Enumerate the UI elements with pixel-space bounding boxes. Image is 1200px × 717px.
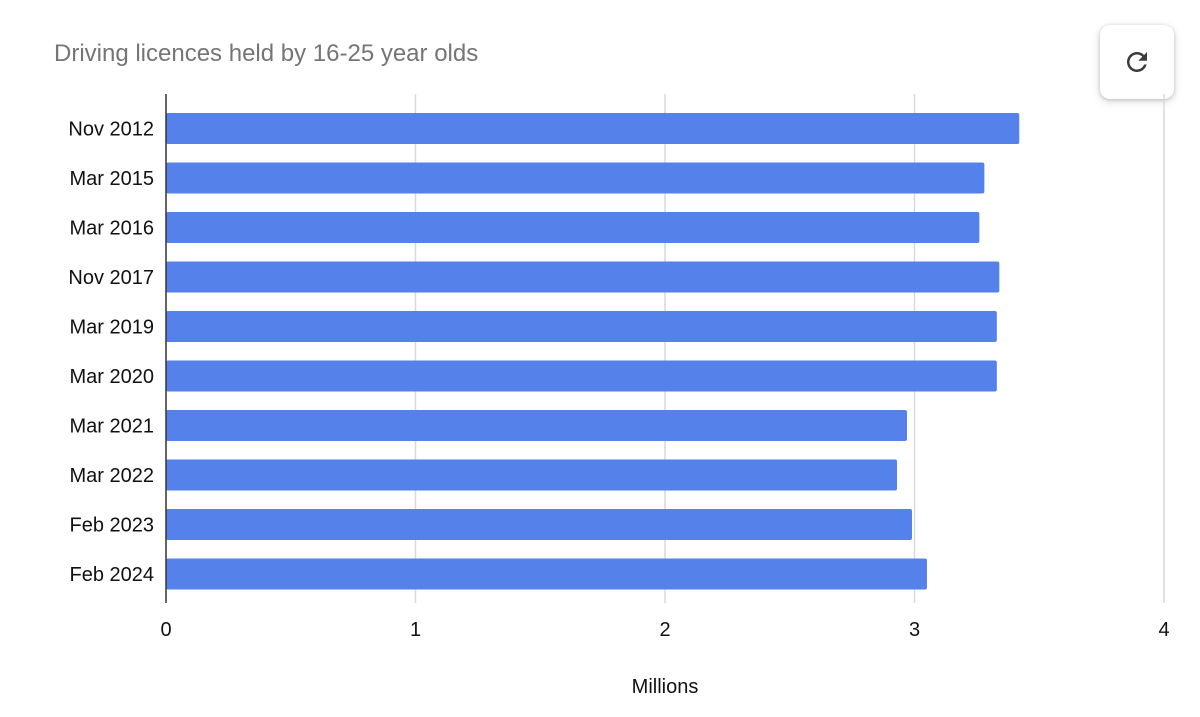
category-label: Nov 2012	[68, 119, 154, 141]
category-label: Mar 2019	[70, 317, 155, 339]
bar[interactable]	[166, 509, 913, 540]
category-label: Mar 2021	[70, 416, 155, 438]
category-label: Feb 2024	[69, 564, 154, 586]
category-label: Feb 2023	[69, 515, 154, 537]
x-tick-label: 2	[659, 619, 670, 641]
x-tick-label: 3	[909, 619, 920, 641]
x-axis-title: Millions	[632, 676, 699, 698]
bar[interactable]	[166, 360, 997, 392]
category-label: Mar 2020	[70, 366, 155, 388]
bar[interactable]	[166, 162, 985, 194]
category-label: Mar 2016	[70, 218, 155, 240]
labels: 0 1 2 3 4 Nov 2012 Mar 2015 Mar 2016 Nov 2017 Mar…	[68, 119, 1169, 699]
bar[interactable]	[166, 410, 908, 441]
x-tick-label: 4	[1158, 619, 1169, 641]
x-tick-label: 0	[160, 619, 171, 641]
bars	[166, 113, 1020, 590]
category-label: Mar 2022	[70, 465, 155, 487]
bar[interactable]	[166, 113, 1020, 144]
refresh-button[interactable]	[1100, 25, 1174, 99]
bar[interactable]	[166, 311, 997, 342]
bar[interactable]	[166, 261, 1000, 293]
x-tick-label: 1	[410, 619, 421, 641]
category-label: Nov 2017	[68, 267, 154, 289]
chart-title: Driving licences held by 16-25 year olds	[54, 40, 479, 67]
category-label: Mar 2015	[70, 168, 155, 190]
bar[interactable]	[166, 459, 898, 491]
refresh-icon	[1122, 47, 1152, 77]
bar[interactable]	[166, 558, 927, 590]
bar[interactable]	[166, 212, 980, 243]
